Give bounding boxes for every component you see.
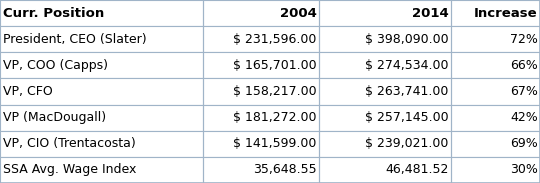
- Text: 67%: 67%: [510, 85, 538, 98]
- Bar: [451, 104, 540, 131]
- Bar: [319, 157, 451, 183]
- Bar: [0, 26, 540, 52]
- Bar: [319, 52, 451, 79]
- Text: VP, COO (Capps): VP, COO (Capps): [3, 59, 108, 72]
- Bar: [202, 52, 319, 79]
- Text: $ 263,741.00: $ 263,741.00: [366, 85, 449, 98]
- Bar: [319, 104, 451, 131]
- Text: $ 158,217.00: $ 158,217.00: [233, 85, 316, 98]
- Text: $ 239,021.00: $ 239,021.00: [366, 137, 449, 150]
- Bar: [451, 0, 540, 26]
- Bar: [0, 79, 540, 104]
- Text: 2014: 2014: [412, 7, 449, 20]
- Bar: [451, 26, 540, 52]
- Text: $ 398,090.00: $ 398,090.00: [365, 33, 449, 46]
- Bar: [202, 79, 319, 104]
- Bar: [0, 157, 540, 183]
- Bar: [0, 0, 540, 26]
- Text: $ 141,599.00: $ 141,599.00: [233, 137, 316, 150]
- Bar: [202, 157, 319, 183]
- Text: 42%: 42%: [510, 111, 538, 124]
- Bar: [0, 131, 202, 157]
- Bar: [451, 52, 540, 79]
- Text: Increase: Increase: [474, 7, 538, 20]
- Bar: [0, 0, 202, 26]
- Bar: [0, 52, 540, 79]
- Text: 69%: 69%: [510, 137, 538, 150]
- Bar: [319, 0, 451, 26]
- Text: President, CEO (Slater): President, CEO (Slater): [3, 33, 147, 46]
- Bar: [0, 131, 540, 157]
- Bar: [0, 104, 202, 131]
- Bar: [319, 26, 451, 52]
- Bar: [319, 79, 451, 104]
- Text: 2004: 2004: [280, 7, 316, 20]
- Text: $ 181,272.00: $ 181,272.00: [233, 111, 316, 124]
- Text: Curr. Position: Curr. Position: [3, 7, 105, 20]
- Bar: [451, 157, 540, 183]
- Text: 46,481.52: 46,481.52: [386, 163, 449, 176]
- Text: 66%: 66%: [510, 59, 538, 72]
- Bar: [0, 104, 540, 131]
- Text: VP, CFO: VP, CFO: [3, 85, 53, 98]
- Text: VP, CIO (Trentacosta): VP, CIO (Trentacosta): [3, 137, 136, 150]
- Text: SSA Avg. Wage Index: SSA Avg. Wage Index: [3, 163, 137, 176]
- Text: $ 274,534.00: $ 274,534.00: [365, 59, 449, 72]
- Text: 72%: 72%: [510, 33, 538, 46]
- Bar: [0, 52, 202, 79]
- Bar: [202, 0, 319, 26]
- Bar: [202, 104, 319, 131]
- Text: VP (MacDougall): VP (MacDougall): [3, 111, 106, 124]
- Bar: [0, 26, 202, 52]
- Bar: [319, 131, 451, 157]
- Text: $ 257,145.00: $ 257,145.00: [365, 111, 449, 124]
- Text: $ 231,596.00: $ 231,596.00: [233, 33, 316, 46]
- Bar: [0, 157, 202, 183]
- Bar: [451, 79, 540, 104]
- Bar: [202, 131, 319, 157]
- Bar: [202, 26, 319, 52]
- Text: $ 165,701.00: $ 165,701.00: [233, 59, 316, 72]
- Bar: [0, 79, 202, 104]
- Bar: [451, 131, 540, 157]
- Text: 30%: 30%: [510, 163, 538, 176]
- Text: 35,648.55: 35,648.55: [253, 163, 316, 176]
